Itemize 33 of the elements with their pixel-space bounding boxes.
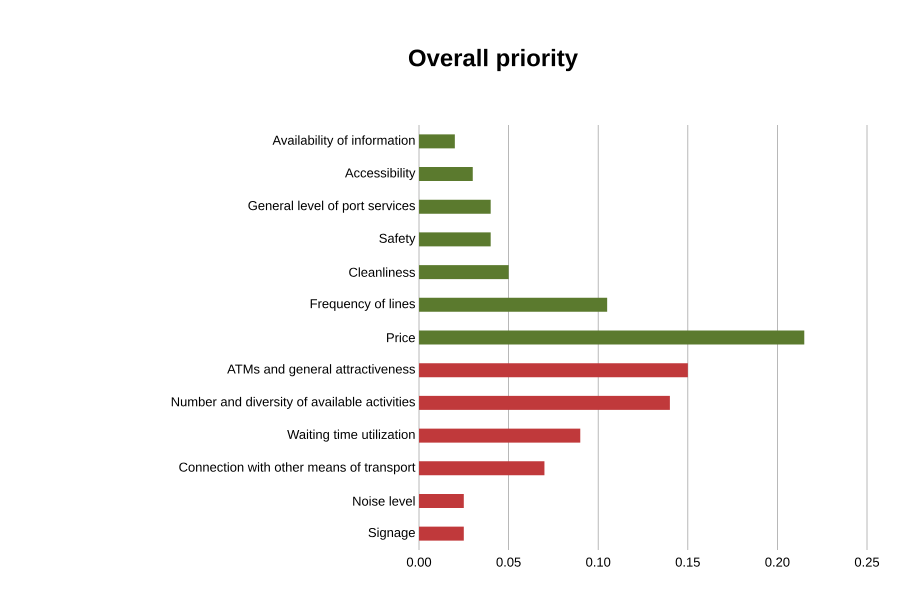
bar xyxy=(419,265,509,280)
x-tick-label: 0.25 xyxy=(854,558,880,567)
bar xyxy=(419,428,580,443)
y-tick-label: ATMs and general attractiveness xyxy=(227,364,415,376)
bar xyxy=(419,167,473,182)
y-tick-label: Number and diversity of available activities xyxy=(172,396,415,409)
x-tick-label: 0.00 xyxy=(406,558,432,567)
x-tick-label: 0.20 xyxy=(765,558,790,567)
y-tick-label: Connection with other means of transport xyxy=(179,462,416,474)
bar xyxy=(419,200,491,214)
y-tick-label: Cleanliness xyxy=(349,267,416,277)
bar xyxy=(419,298,608,312)
y-tick-label: Frequency of lines xyxy=(310,298,415,311)
bar xyxy=(419,363,688,378)
bar xyxy=(419,396,670,410)
bar xyxy=(419,461,544,476)
y-tick-label: Waiting time utilization xyxy=(287,430,415,442)
bar xyxy=(419,134,455,148)
y-tick-label: Accessibility xyxy=(344,168,416,180)
y-tick-label: Price xyxy=(387,332,415,342)
y-tick-label: Signage xyxy=(368,528,415,540)
y-tick-label: Safety xyxy=(379,233,416,246)
y-tick-label: Noise level xyxy=(353,496,415,506)
x-tick-label: 0.10 xyxy=(586,558,610,567)
y-tick-label: Availability of information xyxy=(272,135,415,148)
bar xyxy=(419,494,464,508)
bar xyxy=(419,526,464,541)
bar xyxy=(419,330,804,345)
bar xyxy=(419,232,491,246)
x-tick-label: 0.05 xyxy=(496,558,521,567)
chart-title: Overall priority xyxy=(408,48,578,72)
x-tick-label: 0.15 xyxy=(676,558,700,567)
y-tick-label: General level of port services xyxy=(248,200,415,213)
